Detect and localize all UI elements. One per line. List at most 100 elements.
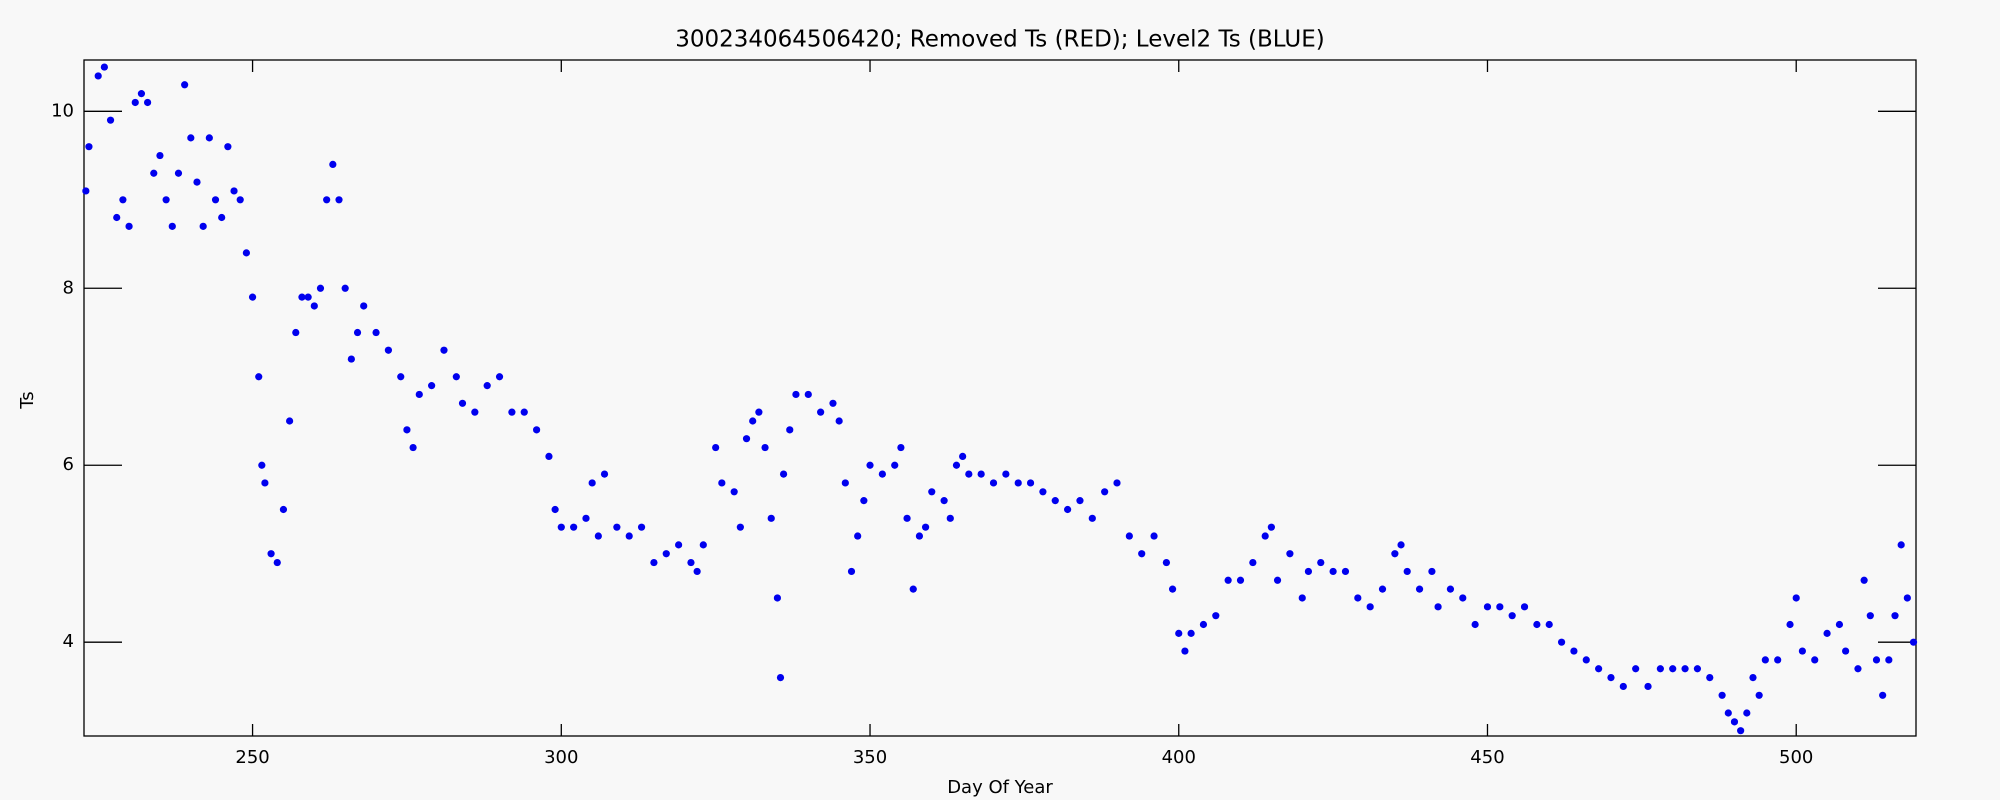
data-point (1749, 674, 1757, 682)
data-point (891, 461, 899, 469)
data-point (1317, 558, 1325, 567)
data-point (1786, 620, 1794, 629)
data-point (1298, 594, 1306, 602)
data-point (279, 505, 288, 514)
data-point (1681, 665, 1689, 673)
data-point (1162, 558, 1171, 567)
data-point (304, 293, 312, 301)
data-point (1508, 612, 1516, 620)
data-point (1064, 505, 1072, 514)
data-point (965, 470, 973, 478)
data-point (258, 461, 266, 469)
data-point (106, 116, 115, 124)
data-point (1823, 629, 1831, 637)
data-point (625, 532, 633, 540)
data-point (1718, 691, 1726, 699)
data-point (255, 373, 263, 381)
data-point (650, 558, 658, 567)
data-point (959, 452, 967, 460)
y-tick-label: 8 (63, 277, 74, 298)
data-point (520, 408, 528, 416)
x-tick-label: 450 (1470, 747, 1504, 768)
data-point (187, 134, 195, 142)
data-point (1842, 647, 1850, 655)
data-point (940, 497, 948, 505)
data-point (1249, 558, 1257, 567)
data-point (353, 328, 362, 337)
data-point (909, 585, 917, 593)
data-point (1483, 603, 1492, 611)
data-point (1329, 567, 1337, 576)
data-point (792, 390, 800, 399)
data-point (693, 567, 701, 576)
data-point (1872, 656, 1881, 664)
data-point (137, 90, 146, 98)
data-point (1798, 647, 1806, 655)
data-point (1051, 497, 1059, 505)
data-point (1860, 576, 1868, 584)
data-point (742, 435, 751, 443)
data-point (452, 373, 460, 381)
data-point (1761, 656, 1769, 664)
data-point (1175, 629, 1183, 637)
data-point (1792, 594, 1800, 602)
data-point (125, 222, 133, 230)
data-point (779, 470, 788, 478)
data-point (205, 134, 213, 142)
data-point (866, 461, 874, 469)
data-point (773, 594, 782, 602)
data-point (82, 187, 90, 195)
data-point (1415, 585, 1424, 593)
data-point (1595, 665, 1603, 673)
data-point (712, 443, 720, 452)
data-point (1428, 567, 1436, 576)
data-point (335, 196, 343, 204)
data-point (1632, 665, 1640, 673)
data-point (860, 497, 868, 505)
data-point (613, 523, 621, 531)
data-point (1125, 532, 1133, 540)
data-point (718, 479, 726, 487)
data-point (440, 346, 448, 354)
data-point (1378, 585, 1387, 593)
data-point (1397, 541, 1405, 549)
data-point (329, 160, 337, 169)
data-point (1656, 665, 1664, 673)
data-point (1737, 727, 1745, 735)
data-point (310, 302, 318, 310)
data-point (323, 196, 331, 204)
data-point (1261, 532, 1269, 540)
data-point (1743, 709, 1751, 717)
data-point (1101, 488, 1109, 496)
data-point (224, 143, 232, 151)
data-point (1304, 567, 1313, 576)
data-point (1891, 612, 1899, 620)
data-point (1557, 638, 1566, 646)
data-point (483, 382, 491, 390)
data-point (1459, 594, 1467, 602)
data-point (248, 293, 257, 301)
data-point (372, 328, 380, 337)
data-point (928, 488, 936, 496)
data-point (1903, 594, 1911, 602)
data-point (1706, 674, 1714, 682)
data-point (1088, 514, 1096, 522)
data-point (662, 550, 670, 558)
data-point (1724, 709, 1732, 717)
data-point (143, 98, 152, 107)
data-point (1366, 603, 1374, 611)
data-point (1879, 691, 1887, 699)
data-point (1014, 479, 1022, 487)
data-point (199, 222, 207, 230)
data-point (594, 532, 602, 540)
data-point (786, 426, 794, 434)
data-point (582, 514, 590, 522)
data-point (1138, 550, 1146, 558)
data-point (236, 196, 244, 204)
data-point (150, 169, 158, 177)
data-point (699, 541, 707, 549)
data-point (181, 81, 189, 89)
data-point (736, 523, 744, 531)
data-point (637, 523, 646, 531)
data-point (903, 514, 911, 522)
